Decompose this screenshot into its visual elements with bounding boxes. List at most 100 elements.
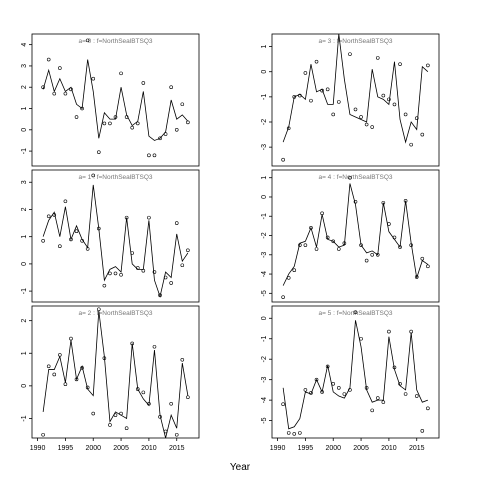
obs-point bbox=[74, 377, 79, 382]
obs-point bbox=[80, 238, 84, 243]
obs-point bbox=[375, 252, 380, 257]
obs-point bbox=[375, 396, 380, 400]
obs-point bbox=[420, 256, 425, 261]
y-tick-label: 1 bbox=[21, 106, 28, 110]
obs-point bbox=[403, 112, 408, 117]
y-tick-label: 0 bbox=[261, 316, 268, 320]
obs-point bbox=[158, 415, 162, 419]
y-tick-label: 0 bbox=[261, 70, 268, 74]
obs-point bbox=[364, 258, 369, 263]
panel-0: a= 0 : f=NorthSealBTSQ3 -1 0 1 2 3 4 bbox=[21, 33, 200, 167]
obs-point bbox=[398, 62, 402, 66]
fit-line bbox=[42, 59, 189, 141]
panel-title: a= 1 : f=NorthSealBTSQ3 bbox=[78, 174, 152, 181]
obs-point bbox=[69, 237, 73, 242]
obs-point bbox=[69, 87, 73, 92]
y-tick-label: 0 bbox=[21, 262, 28, 266]
panel-title: a= 3 : f=NorthSealBTSQ3 bbox=[318, 38, 392, 45]
obs-point bbox=[52, 213, 57, 217]
obs-point bbox=[325, 364, 330, 369]
y-tick-label: 3 bbox=[21, 180, 28, 184]
obs-point bbox=[147, 153, 151, 158]
obs-point bbox=[130, 251, 134, 255]
obs-point bbox=[414, 394, 419, 398]
obs-point bbox=[309, 98, 313, 103]
x-tick-label: 2000 bbox=[85, 445, 101, 452]
obs-point bbox=[331, 239, 336, 244]
obs-point bbox=[141, 268, 146, 273]
obs-point bbox=[343, 29, 346, 32]
obs-point bbox=[292, 432, 297, 436]
obs-point bbox=[80, 366, 84, 370]
obs-point bbox=[119, 411, 123, 416]
obs-point bbox=[152, 344, 157, 349]
obs-point bbox=[298, 431, 302, 435]
obs-point bbox=[336, 386, 341, 390]
obs-point bbox=[387, 97, 391, 102]
y-tick-label: -1 bbox=[261, 213, 268, 219]
obs-point bbox=[303, 71, 308, 75]
obs-point bbox=[69, 336, 73, 341]
obs-point bbox=[169, 281, 173, 285]
obs-point bbox=[359, 336, 363, 341]
obs-point bbox=[97, 226, 101, 231]
y-tick-label: -1 bbox=[21, 415, 28, 421]
panel-data bbox=[41, 38, 190, 158]
x-tick-label: 1995 bbox=[298, 445, 314, 452]
obs-point bbox=[353, 310, 358, 314]
obs-point bbox=[85, 38, 90, 43]
obs-point bbox=[41, 432, 45, 437]
x-tick-label: 2000 bbox=[325, 445, 341, 452]
panel-frame bbox=[31, 169, 200, 303]
obs-point bbox=[180, 102, 185, 107]
obs-point bbox=[124, 115, 129, 119]
obs-point bbox=[336, 100, 341, 104]
obs-point bbox=[63, 382, 68, 387]
obs-point bbox=[398, 245, 402, 249]
obs-point bbox=[113, 413, 118, 417]
obs-point bbox=[108, 121, 112, 126]
obs-point bbox=[108, 423, 112, 427]
y-tick-label: -1 bbox=[21, 288, 28, 294]
x-tick-label: 2005 bbox=[353, 445, 369, 452]
obs-point bbox=[74, 229, 79, 234]
obs-point bbox=[414, 275, 419, 279]
obs-point bbox=[124, 215, 129, 220]
obs-point bbox=[286, 276, 291, 280]
obs-point bbox=[403, 392, 408, 396]
obs-point bbox=[85, 247, 90, 251]
obs-point bbox=[286, 431, 291, 435]
obs-point bbox=[113, 271, 118, 276]
obs-point bbox=[102, 356, 107, 360]
y-tick-label: -1 bbox=[21, 148, 28, 154]
obs-point bbox=[46, 214, 51, 219]
obs-point bbox=[91, 76, 96, 81]
fit-line bbox=[42, 310, 189, 438]
obs-point bbox=[169, 401, 173, 406]
panel-frame bbox=[31, 305, 200, 439]
obs-point bbox=[414, 116, 419, 121]
y-tick-label: 4 bbox=[21, 43, 28, 47]
y-tick-label: -3 bbox=[261, 144, 268, 150]
panels-group: a= 0 : f=NorthSealBTSQ3 -1 0 1 2 3 4 a= 3 : f=N… bbox=[21, 29, 440, 452]
obs-point bbox=[130, 341, 134, 346]
x-tick-label: 1995 bbox=[58, 445, 74, 452]
obs-point bbox=[286, 126, 291, 131]
obs-point bbox=[186, 120, 190, 125]
y-tick-label: -5 bbox=[261, 417, 268, 423]
y-tick-label: 2 bbox=[21, 207, 28, 211]
panel-data bbox=[281, 310, 430, 436]
obs-point bbox=[97, 150, 101, 154]
panel-data bbox=[41, 307, 190, 438]
panel-1: a= 3 : f=NorthSealBTSQ3 -3 -2 -1 0 1 bbox=[261, 29, 440, 167]
obs-point bbox=[80, 106, 84, 111]
obs-point bbox=[169, 85, 173, 90]
obs-point bbox=[174, 221, 179, 225]
obs-point bbox=[303, 243, 308, 247]
obs-point bbox=[392, 365, 397, 370]
obs-point bbox=[186, 395, 190, 400]
panel-data bbox=[281, 29, 430, 162]
obs-point bbox=[331, 381, 336, 386]
obs-point bbox=[108, 271, 112, 276]
